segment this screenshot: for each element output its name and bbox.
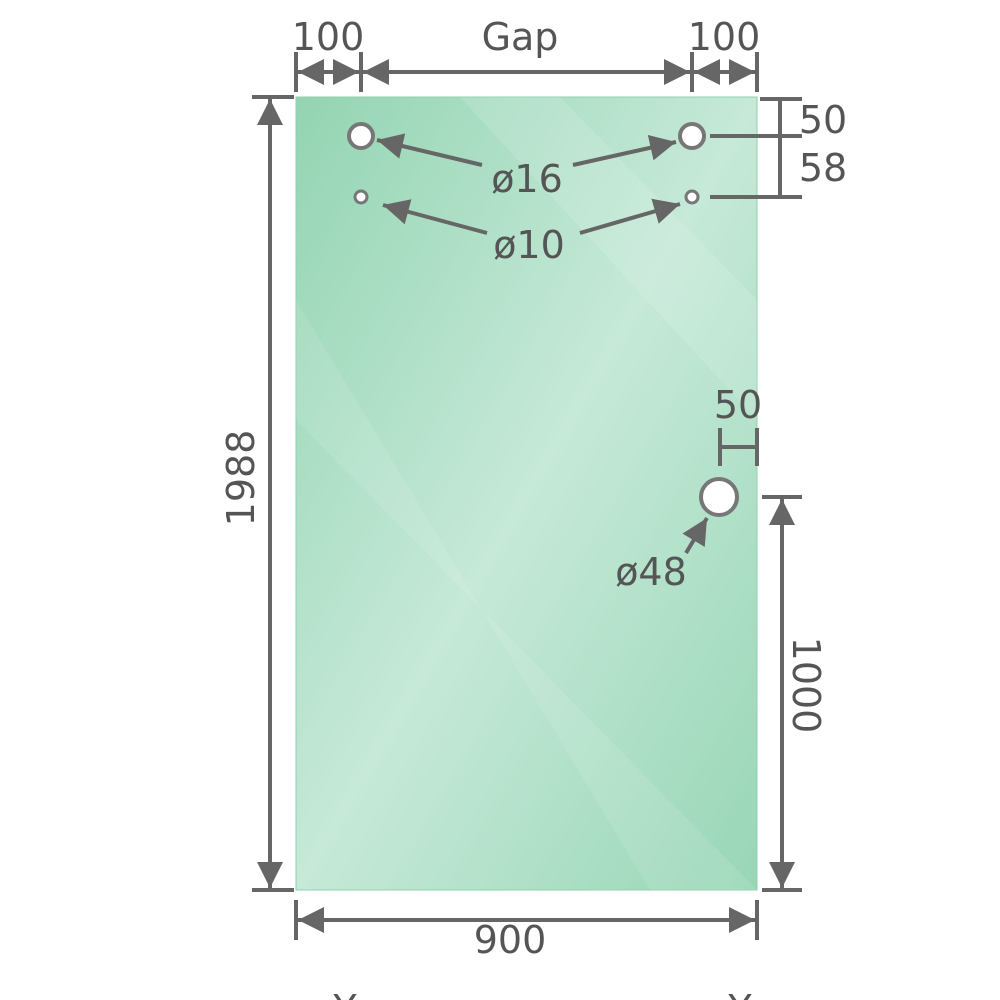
- top-gap-label: Gap: [482, 15, 559, 59]
- handle-hole-48: [699, 477, 739, 517]
- top-right-offset-label: 100: [688, 15, 761, 59]
- glass-reflection: [460, 97, 757, 420]
- top-left-offset-label: 100: [292, 15, 365, 59]
- width-label: 900: [474, 918, 547, 962]
- handle-edge-dimension: [718, 428, 759, 466]
- handle-height-dimension: [762, 495, 802, 892]
- handle-hole-label: ø48: [615, 550, 687, 594]
- handle-height-label: 1000: [784, 637, 828, 734]
- height-dimension: [252, 95, 294, 892]
- handle-edge-offset-label: 50: [714, 383, 762, 427]
- top-dimension: [294, 52, 759, 92]
- height-label: 1988: [219, 430, 263, 527]
- hole-offset-dimension: [710, 97, 802, 199]
- hole-spacing-label: 58: [799, 146, 847, 190]
- hole-10-right: [684, 189, 700, 205]
- hole-16-right: [678, 122, 706, 150]
- leader-arrows: [376, 133, 709, 555]
- bottom-mark-left: Y: [332, 987, 357, 1000]
- hole-10-label: ø10: [493, 223, 565, 267]
- hole-10-left: [353, 189, 369, 205]
- bottom-mark-right: Y: [727, 987, 752, 1000]
- hole-16-label: ø16: [491, 157, 563, 201]
- hole-top-offset-label: 50: [799, 98, 847, 142]
- width-dimension: [294, 900, 759, 940]
- glass-panel: [295, 96, 758, 891]
- hole-16-left: [347, 122, 375, 150]
